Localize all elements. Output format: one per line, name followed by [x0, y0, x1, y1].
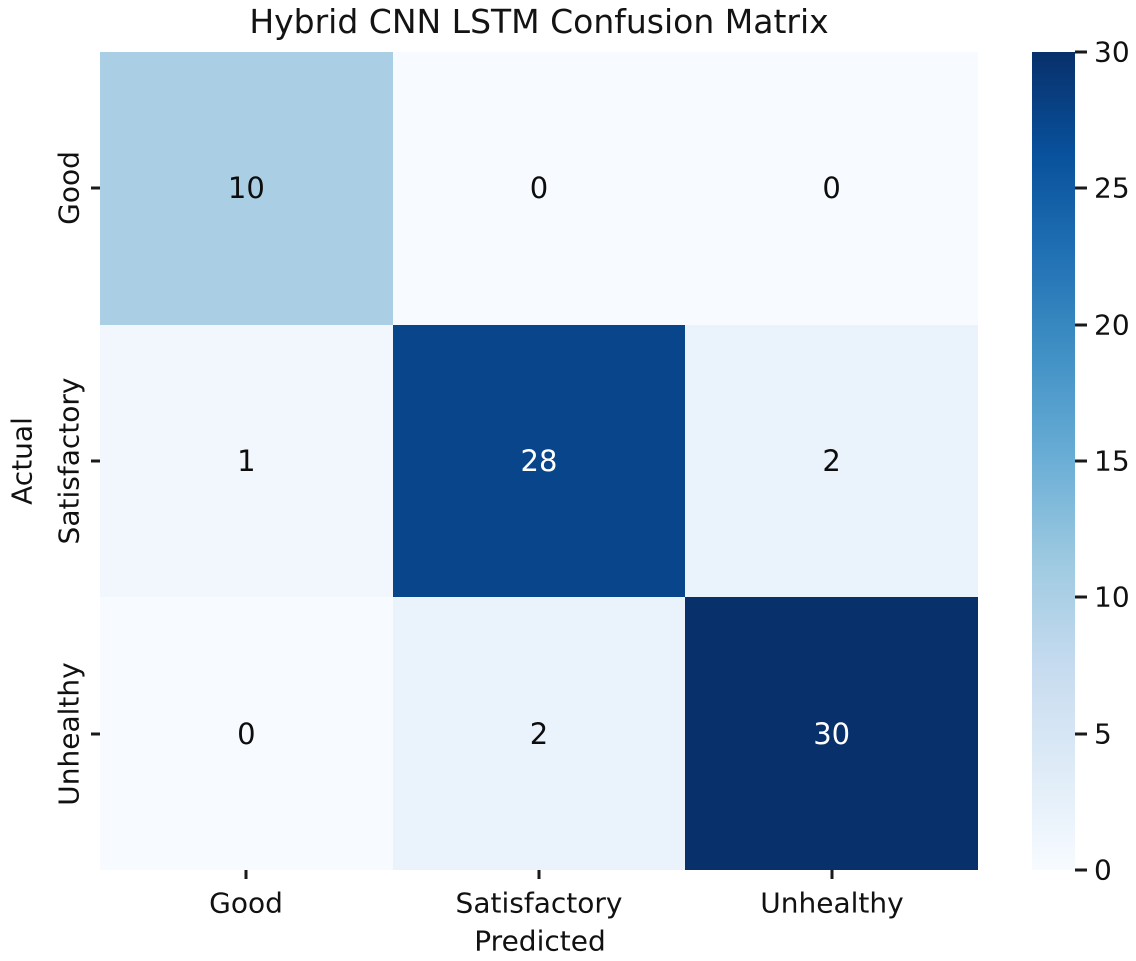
heatmap-cell-satisfactory-unhealthy: 2	[685, 324, 978, 598]
heatmap-grid: 10 0 0 1 28 2 0 2 30	[100, 52, 978, 870]
colorbar-tick-mark-5	[1075, 732, 1087, 736]
colorbar-tick-mark-20	[1075, 323, 1087, 327]
x-tick-mark-satisfactory	[537, 870, 541, 879]
y-tick-label-unhealthy: Unhealthy	[52, 662, 86, 806]
chart-title: Hybrid CNN LSTM Confusion Matrix	[249, 2, 829, 41]
colorbar-tick-mark-15	[1075, 459, 1087, 463]
x-tick-label-good: Good	[209, 886, 283, 920]
y-tick-label-satisfactory: Satisfactory	[52, 377, 86, 545]
colorbar-tick-label-20: 20	[1094, 308, 1130, 342]
y-tick-label-good: Good	[52, 151, 86, 225]
heatmap-cell-good-good: 10	[100, 52, 393, 325]
colorbar-tick-mark-25	[1075, 186, 1087, 190]
x-tick-label-satisfactory: Satisfactory	[455, 886, 623, 920]
heatmap-cell-good-unhealthy: 0	[685, 52, 978, 325]
x-tick-mark-unhealthy	[830, 870, 834, 879]
heatmap-cell-unhealthy-unhealthy: 30	[685, 597, 978, 870]
colorbar-tick-mark-30	[1075, 50, 1087, 54]
x-tick-mark-good	[244, 870, 248, 879]
heatmap-cell-unhealthy-satisfactory: 2	[392, 597, 686, 870]
heatmap-cell-satisfactory-satisfactory: 28	[392, 324, 686, 598]
heatmap-cell-good-satisfactory: 0	[392, 52, 686, 325]
y-tick-mark-satisfactory	[91, 459, 100, 463]
colorbar-tick-label-30: 30	[1094, 35, 1130, 69]
colorbar-tick-mark-0	[1075, 868, 1087, 872]
colorbar-gradient	[1032, 52, 1075, 870]
colorbar-tick-label-15: 15	[1094, 444, 1130, 478]
colorbar-tick-label-25: 25	[1094, 171, 1130, 205]
y-axis-title: Actual	[5, 417, 39, 505]
y-tick-mark-good	[91, 186, 100, 190]
colorbar-tick-label-5: 5	[1094, 717, 1112, 751]
colorbar-tick-label-10: 10	[1094, 580, 1130, 614]
y-tick-mark-unhealthy	[91, 732, 100, 736]
colorbar-tick-label-0: 0	[1094, 853, 1112, 887]
heatmap-cell-satisfactory-good: 1	[100, 324, 393, 598]
x-axis-title: Predicted	[474, 924, 606, 958]
heatmap-cell-unhealthy-good: 0	[100, 597, 393, 870]
colorbar-tick-mark-10	[1075, 595, 1087, 599]
x-tick-label-unhealthy: Unhealthy	[760, 886, 904, 920]
